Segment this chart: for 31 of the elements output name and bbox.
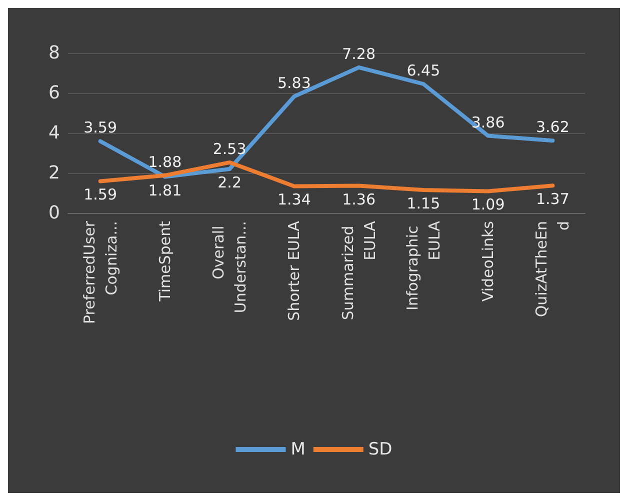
data-label: 1.34 <box>277 190 311 209</box>
data-label: 7.28 <box>342 44 376 63</box>
legend-label: M <box>290 440 306 460</box>
data-label: 3.59 <box>84 118 118 137</box>
data-label: 3.62 <box>536 118 570 136</box>
x-tick-label: Infographic EULA <box>403 220 444 310</box>
data-label: 5.83 <box>277 74 311 92</box>
data-label: 3.86 <box>471 113 505 132</box>
x-tick-label: Summarized EULA <box>338 220 379 320</box>
data-label: 1.36 <box>342 190 376 208</box>
legend-label: SD <box>368 440 392 460</box>
data-label: 1.59 <box>84 186 118 204</box>
x-tick-label: TimeSpent <box>156 220 174 302</box>
data-label: 6.45 <box>406 62 440 80</box>
data-label: 1.15 <box>406 194 440 212</box>
x-tick-label: Shorter EULA <box>285 220 304 321</box>
data-label: 1.88 <box>148 152 182 171</box>
x-tick-label: QuizAtTheEnd <box>532 221 573 318</box>
y-tick-label: 4 <box>48 122 60 144</box>
y-tick-label: 0 <box>48 202 60 224</box>
data-label: 2.53 <box>212 140 246 158</box>
data-label: 1.09 <box>471 196 505 214</box>
data-label: 2.2 <box>218 174 242 192</box>
x-tick-label: Overall Understan... <box>210 221 250 314</box>
x-tick-label: VideoLinks <box>479 220 498 302</box>
y-tick-label: 8 <box>48 42 60 64</box>
y-tick-label: 2 <box>48 162 60 184</box>
data-label: 1.37 <box>536 190 570 208</box>
x-tick-label: PreferredUserCogniza... <box>80 220 120 324</box>
data-label: 1.81 <box>148 181 182 200</box>
y-tick-label: 6 <box>48 82 60 104</box>
